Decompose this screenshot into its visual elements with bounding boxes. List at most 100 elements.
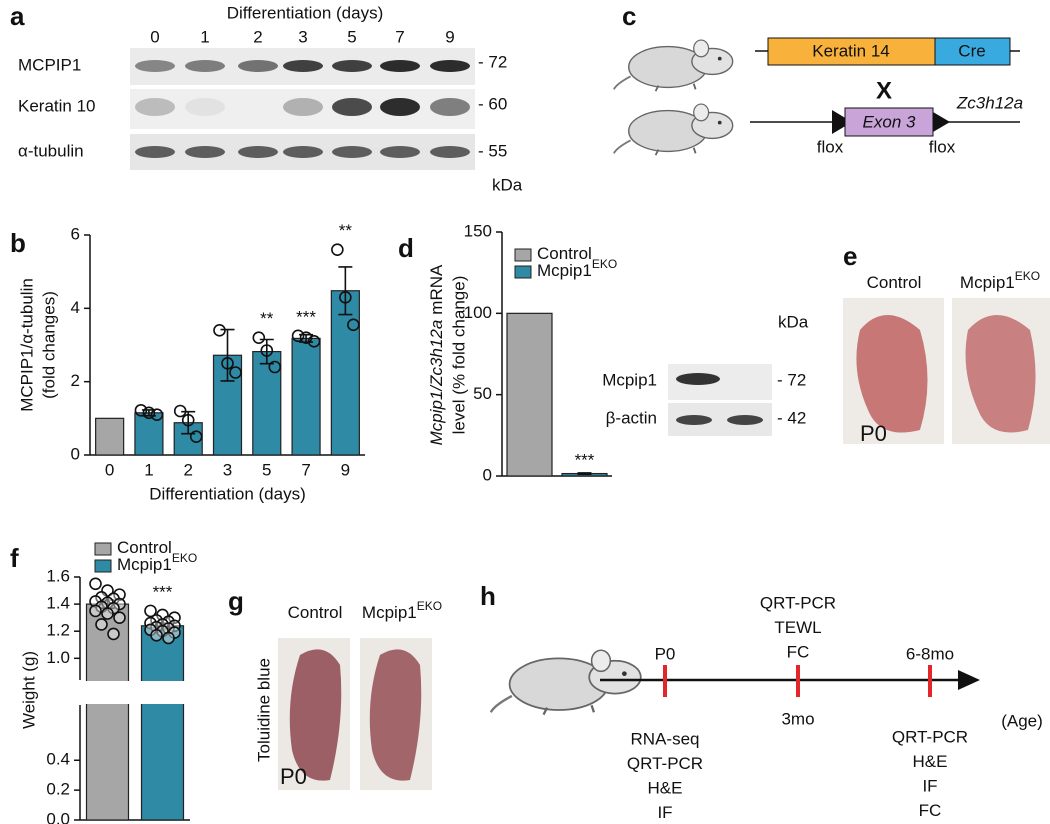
panel-label: e: [843, 241, 857, 271]
blot-band: [185, 60, 225, 72]
panel-label: h: [480, 581, 496, 611]
name-superscript: EKO: [417, 599, 442, 613]
blot-band: [283, 146, 323, 158]
assay-label: FC: [787, 642, 810, 661]
bar: [95, 417, 125, 456]
blot-band: [238, 146, 278, 158]
row-label: Keratin 10: [18, 96, 96, 115]
x-tick-label: 5: [262, 460, 271, 479]
y-axis-label-part: mRNA: [427, 264, 446, 315]
gene-box: [934, 37, 1011, 66]
x-tick-label: 9: [341, 460, 350, 479]
blot-title: Differentiation (days): [227, 3, 384, 22]
blot-band: [135, 98, 175, 116]
lane-label: 5: [347, 27, 356, 46]
y-tick-label: 0.2: [46, 780, 70, 799]
legend-label: Control: [117, 538, 172, 557]
bar: [291, 337, 321, 456]
blot-band: [676, 415, 712, 425]
bar: [140, 625, 185, 821]
data-point: [252, 331, 266, 344]
name-text: Control: [288, 603, 343, 622]
group-label: Mcpip1EKO: [960, 269, 1040, 292]
data-point: [113, 611, 126, 624]
blot-band: [283, 98, 323, 116]
blot-band: [135, 146, 175, 158]
row-label: β-actin: [606, 408, 657, 427]
lane-label: 0: [150, 27, 159, 46]
name-text: Mcpip1: [537, 261, 592, 280]
y-axis-label: MCPIP1/α-tubulin: [17, 278, 36, 412]
size-marker: - 42: [777, 408, 806, 427]
y-tick-label: 0.4: [46, 750, 70, 769]
mouse-icon: [612, 39, 734, 93]
lane-label: 2: [253, 27, 262, 46]
row-label: α-tubulin: [18, 141, 84, 160]
assay-label: QRT-PCR: [627, 754, 703, 773]
gene-label: Cre: [958, 41, 985, 60]
data-point: [299, 331, 313, 344]
y-tick-label: 0: [71, 444, 80, 463]
assay-label: RNA-seq: [631, 729, 700, 748]
age-label: P0: [280, 764, 307, 789]
y-axis-label-part: Mcpip1/Zc3h12a: [427, 320, 446, 446]
y-tick-label: 1.6: [46, 566, 70, 585]
significance-label: ***: [575, 450, 595, 469]
cross-symbol: X: [876, 77, 892, 104]
error-bar: [577, 472, 592, 476]
unit-label: kDa: [492, 175, 523, 194]
data-point: [189, 430, 203, 443]
x-tick-label: 0: [105, 460, 114, 479]
data-point: [221, 357, 234, 370]
assay-label: QRT-PCR: [892, 727, 968, 746]
data-point: [173, 404, 187, 418]
age-label: P0: [860, 421, 887, 446]
locus-label: Zc3h12a: [956, 93, 1023, 112]
size-marker: - 72: [777, 370, 806, 389]
pup: [289, 649, 342, 781]
blot-band: [185, 146, 225, 158]
group-label: Control: [288, 603, 343, 622]
name-text: Mcpip1: [362, 603, 417, 622]
significance-label: ***: [296, 307, 316, 326]
panel-label: a: [10, 1, 25, 31]
unit-label: kDa: [778, 312, 809, 331]
name-text: Control: [867, 273, 922, 292]
pup: [369, 649, 422, 781]
data-point: [107, 627, 120, 641]
data-point: [150, 628, 163, 642]
data-point: [307, 335, 321, 348]
significance-label: **: [339, 221, 353, 240]
x-tick-label: 3: [223, 460, 232, 479]
data-point: [331, 243, 344, 256]
data-point: [144, 604, 157, 618]
y-tick-label: 0.0: [46, 809, 70, 824]
y-tick-label: 0: [483, 465, 492, 484]
blot-band: [238, 60, 278, 72]
error-bar: [259, 338, 274, 365]
pup: [965, 315, 1036, 433]
blot-band: [430, 60, 470, 72]
timepoint-label: 3mo: [781, 709, 814, 728]
assay-label: IF: [657, 803, 672, 822]
significance-label: ***: [153, 582, 173, 601]
group-label: Mcpip1EKO: [362, 599, 442, 622]
assay-label: IF: [922, 776, 937, 795]
pup: [856, 315, 928, 433]
blot-band: [332, 60, 372, 72]
bar: [506, 312, 553, 477]
data-point: [291, 329, 305, 343]
legend-swatch: [514, 248, 532, 262]
loxp-site: [933, 112, 950, 132]
x-tick-label: 7: [301, 460, 310, 479]
legend-swatch: [514, 265, 532, 279]
name-text: Mcpip1: [117, 555, 172, 574]
row-label: Mcpip1: [602, 370, 657, 389]
y-tick-label: 2: [71, 371, 80, 390]
bar: [85, 603, 130, 821]
bar: [330, 290, 360, 456]
blot-band: [135, 60, 175, 72]
blot-band: [676, 373, 720, 385]
y-axis-label: level (% fold change): [449, 276, 468, 435]
significance-label: **: [260, 309, 274, 328]
